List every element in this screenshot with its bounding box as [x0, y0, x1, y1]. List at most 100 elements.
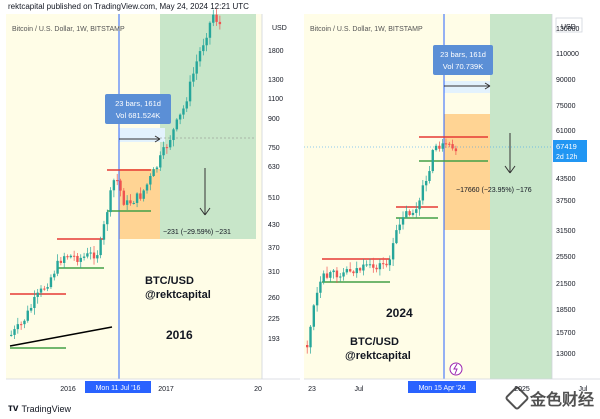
right-candle [415, 209, 418, 213]
right-brand-text: BTC/USD [350, 336, 399, 348]
left-bars-arrowhead [154, 135, 161, 143]
left-measure-label: −231 (−29.59%) −231 [163, 229, 231, 236]
left-y-ticks: 1800 1300 1100 900 750 630 510 430 370 310 260 225 1… [268, 48, 284, 343]
watermark-text: 金色财经 [529, 392, 594, 409]
right-candle [372, 264, 375, 268]
left-handle-text: @rektcapital [145, 289, 211, 301]
left-candle [59, 260, 63, 263]
left-candle [82, 256, 86, 258]
left-y-tick-label: 900 [268, 116, 280, 123]
right-candle [405, 211, 408, 218]
left-chart: 23 bars, 161d Vol 681.524K −231 (−29.59%… [6, 8, 300, 393]
left-brand-text: BTC/USD [145, 275, 194, 287]
right-candle [395, 230, 398, 244]
right-candle [365, 264, 368, 266]
left-y-tick-label: 1300 [268, 77, 284, 84]
left-y-tick-label: 193 [268, 336, 280, 343]
left-candle [155, 167, 159, 170]
right-candle [342, 272, 345, 277]
publish-info: rektcapital published on TradingView.com… [8, 2, 249, 11]
right-candle [345, 269, 349, 273]
left-candle [145, 184, 149, 191]
right-yaxis-bg [552, 14, 600, 379]
left-y-tick-label: 1100 [268, 96, 283, 103]
left-candle [185, 101, 188, 109]
current-price-badge [553, 140, 587, 162]
left-candle [175, 119, 179, 130]
right-symbol-line: Bitcoin / U.S. Dollar, 1W, BITSTAMP [310, 26, 423, 33]
left-candle [112, 180, 116, 191]
left-candle [13, 329, 16, 335]
left-candle [132, 202, 135, 204]
left-candle [19, 324, 23, 326]
right-y-tick-label: 75000 [556, 103, 576, 110]
left-candle [39, 288, 43, 293]
left-candle [49, 277, 53, 288]
left-y-tick-label: 310 [268, 269, 280, 276]
left-candle [169, 140, 172, 148]
left-candle [119, 180, 122, 191]
right-candle [428, 171, 431, 181]
right-candle [325, 273, 329, 278]
left-candle [142, 190, 145, 199]
right-y-tick-label: 18500 [556, 307, 576, 314]
left-x-tick-label: 20 [254, 386, 262, 393]
left-x-highlight-badge [85, 381, 151, 393]
right-y-tick-label: 31500 [556, 228, 576, 235]
left-candle [86, 253, 89, 257]
left-candle [125, 200, 129, 205]
right-x-tick-label: 23 [308, 386, 316, 393]
right-x-tick-label: 2025 [514, 386, 530, 393]
left-candle [46, 287, 49, 289]
right-currency-box [555, 17, 583, 33]
right-candle [385, 263, 388, 266]
right-candles [306, 138, 458, 354]
left-candle [102, 224, 106, 240]
right-y-tick-label: 43500 [556, 176, 576, 183]
right-measure-label: −17660 (−23.95%) −176 [456, 187, 532, 194]
right-blue-zone [444, 81, 490, 93]
left-y-tick-label: 750 [268, 145, 280, 152]
left-x-tick-label: 2017 [158, 386, 174, 393]
lightning-icon-bolt [453, 363, 458, 375]
left-candle [116, 180, 119, 182]
left-year-text: 2016 [166, 328, 193, 342]
right-candle [398, 224, 401, 231]
right-candle [309, 326, 312, 348]
left-candle [149, 176, 152, 185]
left-candle [218, 21, 222, 25]
watermark: 金色财经 [504, 385, 594, 411]
left-candle [69, 255, 73, 258]
left-candle [92, 252, 96, 259]
right-candle [362, 264, 365, 271]
left-candle [152, 169, 155, 177]
right-candle [421, 185, 425, 201]
left-candle [172, 129, 175, 141]
right-candle [315, 292, 319, 306]
left-candle [89, 252, 92, 254]
right-candle [322, 273, 325, 282]
left-symbol-line: Bitcoin / U.S. Dollar, 1W, BITSTAMP [12, 26, 125, 33]
right-candle [368, 264, 372, 266]
right-callout-box [433, 45, 493, 75]
right-chart: 23 bars, 161d Vol 70.739K −17660 (−23.95… [304, 14, 600, 393]
left-candle [106, 212, 109, 225]
left-x-ticks: 2016 2017 20 [60, 386, 262, 393]
left-candle [23, 320, 26, 325]
left-candle [205, 37, 208, 46]
right-candle [332, 270, 335, 273]
left-y-tick-label: 1800 [268, 48, 284, 55]
right-callout-line1: 23 bars, 161d [440, 50, 486, 59]
right-bars-arrowhead [484, 82, 491, 90]
right-candle [411, 212, 415, 215]
current-price-text: 67419 [556, 142, 577, 151]
right-candle [438, 145, 441, 149]
right-candle [418, 200, 421, 210]
left-candle [129, 200, 132, 204]
left-drop-arrowhead [199, 207, 211, 216]
left-candle [56, 260, 59, 274]
right-handle-text: @rektcapital [345, 350, 411, 362]
right-currency-label: USD [561, 24, 576, 31]
left-candle [43, 288, 46, 290]
